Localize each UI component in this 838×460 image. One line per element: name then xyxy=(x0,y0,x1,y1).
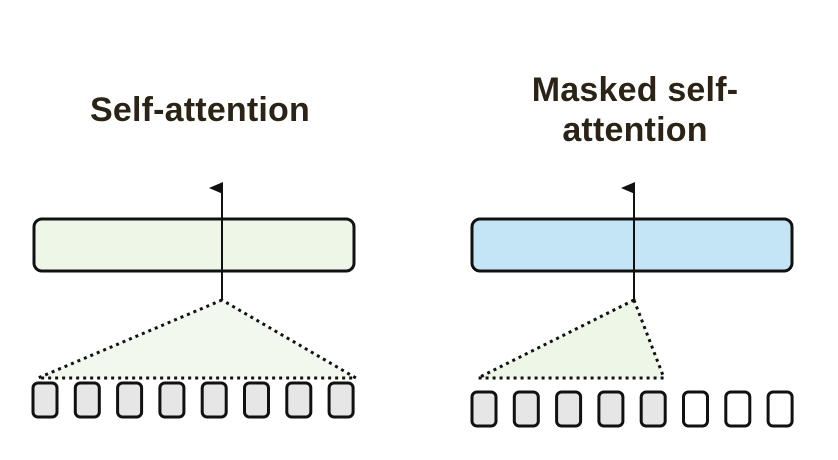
masked-self-attention-token-8 xyxy=(766,390,794,428)
masked-self-attention-token-3 xyxy=(555,390,583,428)
masked-self-attention-token-1 xyxy=(470,390,498,428)
self-attention-token-4 xyxy=(158,381,186,419)
self-attention-panel xyxy=(31,182,362,419)
masked-self-attention-token-7 xyxy=(724,390,752,428)
self-attention-token-2 xyxy=(73,381,101,419)
self-attention-token-8 xyxy=(327,381,355,419)
masked-self-attention-title: Masked self- attention xyxy=(531,71,739,149)
masked-self-attention-input-tokens xyxy=(470,390,794,428)
masked-self-attention-panel xyxy=(470,182,794,428)
self-attention-token-5 xyxy=(200,381,228,419)
self-attention-input-tokens xyxy=(31,381,355,419)
masked-self-attention-token-5 xyxy=(639,390,667,428)
self-attention-receptive-field xyxy=(37,298,362,380)
masked-self-attention-receptive-field xyxy=(477,297,667,380)
masked-self-attention-token-4 xyxy=(597,390,625,428)
self-attention-token-1 xyxy=(31,381,59,419)
self-attention-layer-bar xyxy=(32,217,356,273)
masked-self-attention-token-6 xyxy=(682,390,709,428)
self-attention-token-6 xyxy=(243,381,270,419)
masked-self-attention-layer-bar xyxy=(470,217,794,273)
self-attention-token-7 xyxy=(285,381,313,419)
self-attention-token-3 xyxy=(116,381,144,419)
masked-self-attention-token-2 xyxy=(512,390,540,428)
self-attention-title: Self-attention xyxy=(89,91,310,129)
